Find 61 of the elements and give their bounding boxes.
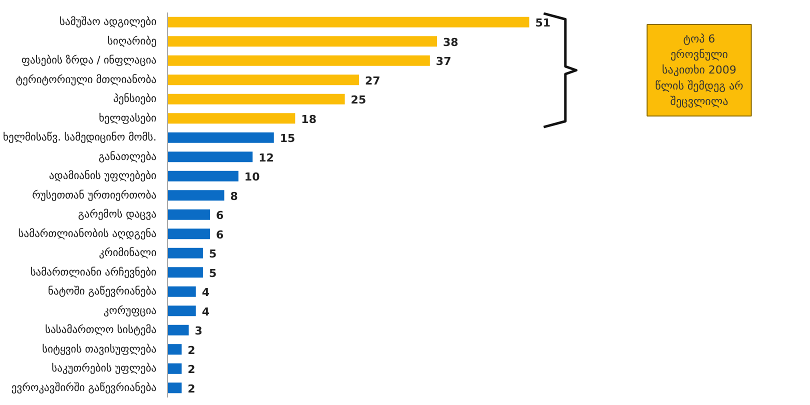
text: ტოპ 6 ეროვნული საკითხი 2009 წლის შემდეგ არ შეცვლილა xyxy=(655,32,744,108)
data-label: 6 xyxy=(216,228,224,242)
bar xyxy=(168,286,196,297)
data-label: 2 xyxy=(188,363,196,376)
y-tick-label: ნატოში გაწევრიანება xyxy=(48,286,157,298)
bar xyxy=(168,170,238,182)
bar xyxy=(168,74,359,86)
y-tick-label: ფასების ზრდა / ინფლაცია xyxy=(21,54,157,67)
y-tick-label: სიტყვის თავისუფლება xyxy=(42,343,157,356)
bar xyxy=(168,324,189,336)
y-tick-label: სიღარიბე xyxy=(107,35,157,48)
bar xyxy=(168,248,203,258)
bar xyxy=(168,267,203,278)
data-label: 12 xyxy=(258,151,274,164)
bar xyxy=(168,363,182,374)
y-tick-label: საკუთრების უფლება xyxy=(52,362,157,375)
y-tick-label: კრიმინალი xyxy=(99,247,156,260)
y-tick-label: პენსიები xyxy=(113,93,157,106)
data-label: 27 xyxy=(364,74,380,88)
data-label: 5 xyxy=(208,266,217,280)
bar xyxy=(168,94,345,104)
y-tick-label: ტერიტორიული მთლიანობა xyxy=(16,74,157,86)
y-tick-label: კორუფცია xyxy=(104,304,157,317)
data-label: 3 xyxy=(194,324,202,338)
y-tick-label: ხელფასები xyxy=(98,112,157,124)
y-tick-label: სამართლიანი არჩევნები xyxy=(30,266,157,278)
bar xyxy=(168,16,530,28)
bar xyxy=(168,306,196,316)
y-tick-label: ადამიანის უფლებები xyxy=(48,170,157,182)
bar xyxy=(168,36,438,47)
bar xyxy=(168,152,253,162)
bar xyxy=(168,190,224,201)
bar xyxy=(168,132,274,143)
data-label: 2 xyxy=(188,382,196,396)
data-label: 5 xyxy=(208,248,217,261)
data-label: 4 xyxy=(202,305,210,318)
bar xyxy=(168,344,182,355)
data-label: 6 xyxy=(216,209,224,222)
data-label: 2 xyxy=(188,344,196,357)
bar xyxy=(168,113,296,124)
data-label: 38 xyxy=(443,36,458,49)
data-label: 18 xyxy=(301,112,316,126)
bar xyxy=(168,228,210,240)
bar xyxy=(168,382,182,394)
data-label: 37 xyxy=(436,55,452,68)
data-label: 4 xyxy=(202,286,210,300)
bar xyxy=(168,55,430,66)
y-tick-label: სამართლიანობის აღდგენა xyxy=(18,228,156,240)
y-tick-label: გარემოს დაცვა xyxy=(78,208,157,221)
y-tick-label: ევროკავშირში გაწევრიანება xyxy=(11,382,156,394)
y-tick-label: რუსეთთან ურთიერთობა xyxy=(32,189,156,202)
data-label: 15 xyxy=(280,132,296,146)
data-label: 8 xyxy=(230,190,238,203)
y-tick-label: სამუშაო ადგილები xyxy=(60,16,157,28)
y-tick-label: განათლება xyxy=(98,150,157,163)
data-label: 10 xyxy=(244,170,260,184)
y-tick-label: სასამართლო სისტემა xyxy=(45,324,157,336)
bar xyxy=(168,209,210,220)
data-label: 25 xyxy=(350,94,366,107)
data-label: 51 xyxy=(535,16,551,30)
y-tick-label: ხელმისაწვ. სამედიცინო მომს. xyxy=(3,132,157,144)
